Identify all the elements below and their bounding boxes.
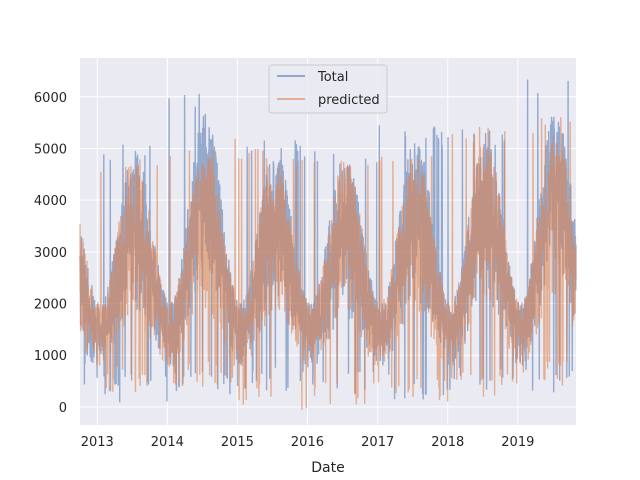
x-tick-label: 2013	[81, 435, 114, 450]
y-tick-label: 1000	[34, 349, 67, 364]
y-tick-labels: 0 1000 2000 3000 4000 5000 6000	[34, 91, 67, 416]
x-tick-label: 2017	[361, 435, 394, 450]
legend-label-predicted: predicted	[318, 93, 380, 108]
y-tick-label: 3000	[34, 246, 67, 261]
legend: Total predicted	[268, 64, 388, 114]
y-tick-label: 0	[59, 401, 67, 416]
x-tick-label: 2018	[431, 435, 464, 450]
y-tick-label: 2000	[34, 298, 67, 313]
legend-label-total: Total	[317, 70, 348, 85]
x-tick-labels: 2013 2014 2015 2016 2017 2018 2019	[81, 435, 535, 450]
y-tick-label: 5000	[34, 142, 67, 157]
y-tick-label: 6000	[34, 91, 67, 106]
x-axis-title: Date	[311, 460, 344, 476]
x-tick-label: 2019	[501, 435, 534, 450]
x-tick-label: 2014	[151, 435, 184, 450]
legend-box	[268, 64, 388, 114]
series-layer	[79, 79, 577, 411]
x-tick-label: 2015	[221, 435, 254, 450]
x-tick-label: 2016	[291, 435, 324, 450]
y-tick-label: 4000	[34, 194, 67, 209]
series-line-predicted	[79, 117, 577, 411]
